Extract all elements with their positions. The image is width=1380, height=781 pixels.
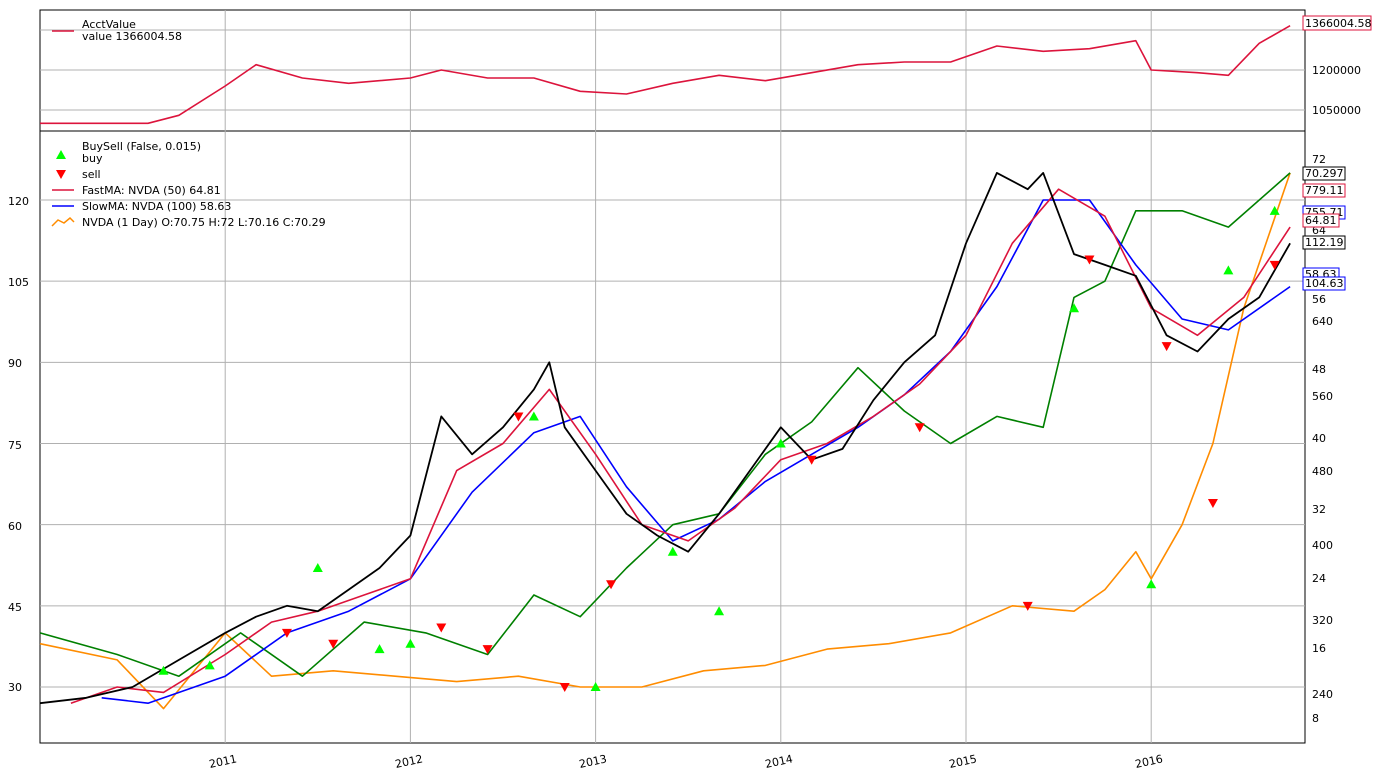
account-ytick: 1200000 (1312, 64, 1361, 77)
grid-lines (40, 10, 1305, 743)
right-ytick: 480 (1312, 465, 1333, 478)
tag-nvda: 112.19 (1305, 236, 1344, 249)
nvda-close-line (39, 171, 1291, 705)
buy-marker (1146, 579, 1157, 589)
sell-marker (513, 412, 524, 422)
left-ytick: 90 (8, 357, 22, 370)
sell-marker (1022, 601, 1033, 611)
left-ytick: 75 (8, 439, 22, 452)
left-ytick: 120 (8, 195, 29, 208)
buy-marker (528, 411, 539, 421)
sell-marker (559, 683, 570, 692)
left-ytick: 30 (8, 681, 22, 694)
right-ytick: 40 (1312, 432, 1326, 445)
right-ytick: 56 (1312, 293, 1326, 306)
nvda-orange-line (39, 172, 1291, 710)
right-ytick: 24 (1312, 572, 1326, 585)
sell-marker (606, 580, 617, 590)
main-legend-entry: SlowMA: NVDA (100) 58.63 (82, 200, 231, 213)
sell-marker (281, 628, 292, 638)
sell-marker (1269, 260, 1280, 270)
tag-box (1302, 183, 1346, 198)
right-ytick: 72 (1312, 153, 1326, 166)
main-legend: BuySell (False, 0.015) buy sell FastMA: … (51, 140, 326, 229)
account-legend: AcctValue value 1366004.58 (52, 18, 182, 43)
buy-marker (374, 644, 385, 654)
buy-marker (667, 546, 678, 556)
marker-layer (158, 205, 1280, 692)
account-last-value-box (1302, 15, 1372, 31)
account-ytick: 1050000 (1312, 104, 1361, 117)
buy-marker (204, 660, 215, 670)
tag-fast-ext: 779.11 (1305, 184, 1344, 197)
tag-close: 70.297 (1305, 167, 1344, 180)
sell-marker (806, 455, 817, 465)
buy-marker (775, 438, 786, 448)
account-legend-value: value 1366004.58 (82, 30, 182, 43)
tag-fastma: 64.81 (1305, 214, 1337, 227)
xtick-label: 2016 (1134, 752, 1164, 771)
sell-legend-icon (56, 170, 66, 179)
main-panel-frame (39, 130, 1306, 744)
right-ytick: 640 (1312, 315, 1333, 328)
tag-slow-nvda: 104.63 (1305, 277, 1344, 290)
right-ytick: 240 (1312, 688, 1333, 701)
buy-marker (158, 665, 169, 675)
right-value-tags: 70.297 779.11 755.71 64.81 112.19 58.63 … (1302, 166, 1346, 291)
tag-box (1302, 235, 1346, 250)
main-legend-entry: buy (82, 152, 103, 165)
fastma-line (70, 188, 1291, 704)
x-axis: 2011 2012 2013 2014 2015 2016 (208, 752, 1164, 771)
right-ytick: 48 (1312, 363, 1326, 376)
buy-marker (312, 562, 323, 572)
buy-marker (1223, 265, 1234, 275)
main-legend-entry: NVDA (1 Day) O:70.75 H:72 L:70.16 C:70.2… (82, 216, 326, 229)
buy-marker (1269, 205, 1280, 215)
buy-marker (405, 638, 416, 648)
xtick-label: 2014 (764, 752, 794, 771)
buy-marker (714, 606, 725, 616)
buy-legend-icon (56, 150, 66, 159)
sell-marker (1161, 342, 1172, 352)
nvda-green-line (39, 172, 1291, 678)
account-last-value-text: 1366004.58 (1305, 17, 1371, 30)
sell-marker (914, 423, 925, 433)
account-last-value-tag: 1366004.58 (1302, 15, 1372, 31)
tag-box (1302, 213, 1340, 228)
main-legend-entry: BuySell (False, 0.015) (82, 140, 201, 153)
right-ytick: 560 (1312, 390, 1333, 403)
left-ytick: 45 (8, 601, 22, 614)
right-ytick: 8 (1312, 712, 1319, 725)
right-ytick: 320 (1312, 614, 1333, 627)
sell-marker (328, 639, 339, 649)
main-legend-entry: sell (82, 168, 101, 181)
left-ytick: 105 (8, 276, 29, 289)
buy-marker (590, 682, 601, 691)
right-ytick: 400 (1312, 539, 1333, 552)
right-ytick: 32 (1312, 503, 1326, 516)
sell-marker (436, 623, 447, 633)
right-ytick: 16 (1312, 642, 1326, 655)
sell-marker (1084, 255, 1095, 265)
nvda-legend-swatch (51, 216, 75, 227)
tag-box (1302, 166, 1346, 181)
xtick-label: 2013 (578, 752, 608, 771)
slowma-line (101, 199, 1291, 705)
left-yaxis: 30 45 60 75 90 105 120 (8, 195, 29, 694)
left-ytick: 60 (8, 520, 22, 533)
account-value-line (40, 25, 1291, 125)
sell-marker (482, 645, 493, 655)
xtick-label: 2012 (394, 752, 424, 771)
sell-marker (1207, 499, 1218, 509)
account-legend-title: AcctValue (82, 18, 136, 31)
xtick-label: 2015 (948, 752, 978, 771)
tag-box (1302, 276, 1346, 291)
series-layer (39, 25, 1291, 710)
buy-marker (1069, 303, 1080, 313)
xtick-label: 2011 (208, 752, 238, 771)
main-legend-entry: FastMA: NVDA (50) 64.81 (82, 184, 221, 197)
